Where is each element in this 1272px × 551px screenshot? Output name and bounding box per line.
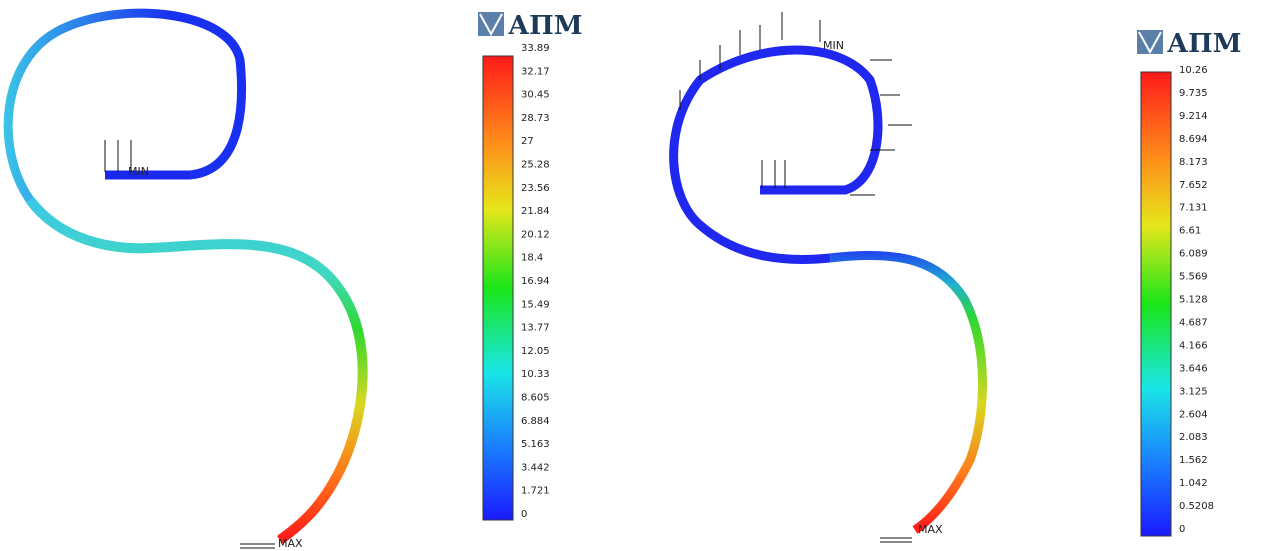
legend-label: 28.73 xyxy=(521,113,550,124)
legend-label: 13.77 xyxy=(521,323,550,334)
legend-label: 0 xyxy=(1179,524,1185,535)
legend-label: 20.12 xyxy=(521,229,550,240)
beam-right xyxy=(674,50,983,530)
legend-label: 4.687 xyxy=(1179,317,1208,328)
legend-label: 12.05 xyxy=(521,346,550,357)
legend-label: 2.083 xyxy=(1179,432,1208,443)
legend-label: 1.562 xyxy=(1179,455,1208,466)
legend-label: 32.17 xyxy=(521,66,550,77)
max-label: MAX xyxy=(278,537,303,550)
min-label: MIN xyxy=(823,39,844,52)
legend-label: 4.166 xyxy=(1179,340,1208,351)
legend-label: 10.26 xyxy=(1179,65,1208,76)
legend-label: 2.604 xyxy=(1179,409,1208,420)
fea-screenshot: АПМ АПМ MIN MAX MIN MAX 33.89 32.17 30.45 2… xyxy=(0,0,1272,551)
beam-left xyxy=(8,13,363,540)
legend-label: 3.125 xyxy=(1179,386,1208,397)
legend-label: 21.84 xyxy=(521,206,550,217)
legend-label: 18.4 xyxy=(521,253,543,264)
logo: АПМ xyxy=(478,11,583,41)
legend-label: 5.163 xyxy=(521,439,550,450)
legend-label: 3.442 xyxy=(521,462,550,473)
legend-label: 5.128 xyxy=(1179,295,1208,306)
legend-label: 1.721 xyxy=(521,486,550,497)
legend-label: 16.94 xyxy=(521,276,550,287)
legend-label: 5.569 xyxy=(1179,272,1208,283)
legend-label: 8.694 xyxy=(1179,134,1208,145)
logo-text: АПМ xyxy=(1167,29,1242,59)
legend-label: 23.56 xyxy=(521,183,550,194)
legend-label: 10.33 xyxy=(521,369,550,380)
legend-label: 3.646 xyxy=(1179,363,1208,374)
color-bar xyxy=(1141,72,1171,536)
legend-label: 8.605 xyxy=(521,393,550,404)
legend-label: 0.5208 xyxy=(1179,501,1214,512)
legend-label: 6.61 xyxy=(1179,226,1201,237)
legend-label: 6.089 xyxy=(1179,249,1208,260)
legend-label: 9.735 xyxy=(1179,88,1208,99)
legend-label: 8.173 xyxy=(1179,157,1208,168)
legend-label: 7.131 xyxy=(1179,203,1208,214)
legend-label: 7.652 xyxy=(1179,180,1208,191)
legend-label: 25.28 xyxy=(521,160,550,171)
min-label: MIN xyxy=(128,165,149,178)
legend-label: 0 xyxy=(521,509,527,520)
constraint-arrows xyxy=(105,140,275,548)
logo: АПМ xyxy=(1137,29,1242,59)
legend-label: 30.45 xyxy=(521,90,550,101)
legend-label: 15.49 xyxy=(521,299,550,310)
max-label: MAX xyxy=(918,523,943,536)
logo-text: АПМ xyxy=(508,11,583,41)
legend-label: 1.042 xyxy=(1179,478,1208,489)
color-bar xyxy=(483,56,513,520)
legend-label: 9.214 xyxy=(1179,111,1208,122)
legend-label: 33.89 xyxy=(521,43,550,54)
legend-label: 6.884 xyxy=(521,416,550,427)
legend-label: 27 xyxy=(521,136,534,147)
